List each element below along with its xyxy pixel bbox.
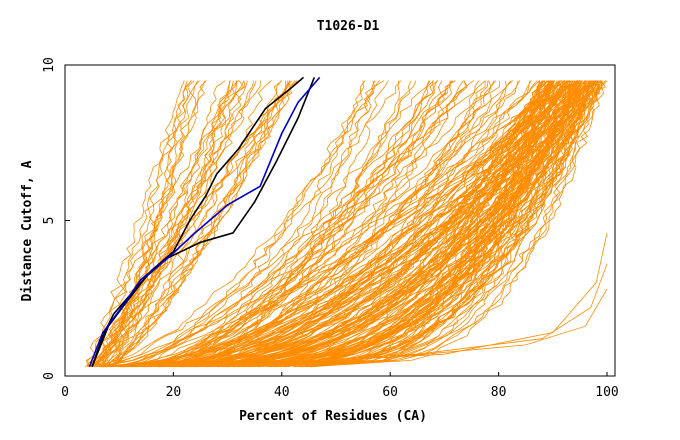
model-series-line <box>162 80 597 368</box>
y-tick-label: 5 <box>42 217 57 225</box>
chart-title: T1026-D1 <box>317 19 380 34</box>
model-series-line <box>109 80 246 368</box>
model-series-line <box>141 80 578 368</box>
model-series-line <box>193 80 521 368</box>
x-tick-label: 60 <box>382 385 398 400</box>
model-series-line <box>177 80 550 368</box>
model-series-line <box>102 80 291 367</box>
model-series-line <box>185 80 596 368</box>
model-series-line <box>207 80 552 368</box>
model-series-line <box>284 80 565 368</box>
model-series-line <box>237 80 592 368</box>
x-tick-label: 20 <box>166 385 182 400</box>
model-series-line <box>148 80 467 368</box>
model-series-line <box>170 80 492 368</box>
highlight-series-line-1 <box>91 76 305 367</box>
model-series-line <box>157 80 552 368</box>
model-series-line <box>109 80 293 368</box>
model-series-line <box>195 263 608 368</box>
model-series-line <box>130 80 554 368</box>
model-series-line <box>145 80 486 368</box>
model-series-line <box>152 80 389 368</box>
model-series-line <box>170 80 570 368</box>
y-axis-title: Distance Cutoff, A <box>20 160 35 301</box>
model-series-line <box>216 232 608 368</box>
model-series-line <box>87 80 248 368</box>
model-series-line <box>104 80 586 368</box>
model-series-line <box>143 80 581 368</box>
y-tick-label: 0 <box>42 372 57 380</box>
model-series-line <box>121 80 586 368</box>
model-series-line <box>112 80 199 367</box>
model-series-line <box>143 80 496 368</box>
model-series-line <box>85 80 192 367</box>
model-series-line <box>117 80 593 368</box>
model-series-line <box>124 80 568 368</box>
model-series-line <box>183 80 591 368</box>
model-series-line <box>172 80 380 368</box>
model-series-line <box>173 80 454 368</box>
model-series-line <box>101 80 205 367</box>
model-series-line <box>193 80 416 368</box>
x-tick-label: 40 <box>274 385 290 400</box>
model-series-line <box>174 80 365 368</box>
model-series-line <box>140 80 531 368</box>
model-series-line <box>88 80 291 368</box>
model-series-line <box>294 80 606 368</box>
x-tick-label: 100 <box>595 385 618 400</box>
model-series-line <box>287 80 550 368</box>
model-series-line <box>123 80 548 368</box>
model-series-line <box>107 80 226 367</box>
x-tick-label: 0 <box>61 385 69 400</box>
y-tick-label: 10 <box>42 57 57 73</box>
model-series-line <box>114 80 375 368</box>
x-tick-label: 80 <box>491 385 507 400</box>
model-series-line <box>183 80 508 368</box>
x-axis-title: Percent of Residues (CA) <box>239 409 427 424</box>
model-series-line <box>309 80 600 368</box>
model-series-line <box>102 80 608 368</box>
model-series-line <box>175 80 603 368</box>
model-series-line <box>173 288 608 368</box>
model-series-line <box>187 80 587 368</box>
model-series-line <box>248 80 600 368</box>
model-series-line <box>311 80 596 368</box>
model-series-line <box>107 80 486 368</box>
model-series-line <box>153 80 443 368</box>
model-series-line <box>87 80 185 367</box>
model-series-line <box>89 80 385 368</box>
model-series-line <box>172 80 439 368</box>
model-series-line <box>102 80 543 368</box>
model-series-line <box>108 80 283 368</box>
tick-group: 0 20 40 60 80 100 0 5 10 <box>42 57 619 400</box>
model-series-line <box>306 80 591 368</box>
plot-series-group <box>85 76 608 368</box>
model-series-line <box>140 80 402 368</box>
model-series-line <box>102 80 231 368</box>
model-series-line <box>136 80 501 368</box>
model-series-line <box>257 80 569 368</box>
model-series-line <box>310 80 605 368</box>
model-series-line <box>187 80 513 368</box>
model-series-line <box>311 80 577 368</box>
model-series-line <box>101 80 188 367</box>
model-series-line <box>131 80 434 368</box>
model-series-line <box>237 80 606 368</box>
model-series-line <box>120 80 562 368</box>
model-series-line <box>94 80 207 367</box>
model-series-line <box>143 80 563 368</box>
model-series-line <box>101 80 456 368</box>
model-series-line <box>199 80 552 368</box>
model-series-line <box>131 80 366 368</box>
model-series-line <box>233 80 574 368</box>
model-series-line <box>102 80 495 368</box>
model-series-line <box>93 80 193 368</box>
model-series-line <box>129 80 431 368</box>
highlight-series-line-3 <box>88 76 321 367</box>
model-series-line <box>168 80 586 368</box>
model-series-line <box>186 80 570 368</box>
